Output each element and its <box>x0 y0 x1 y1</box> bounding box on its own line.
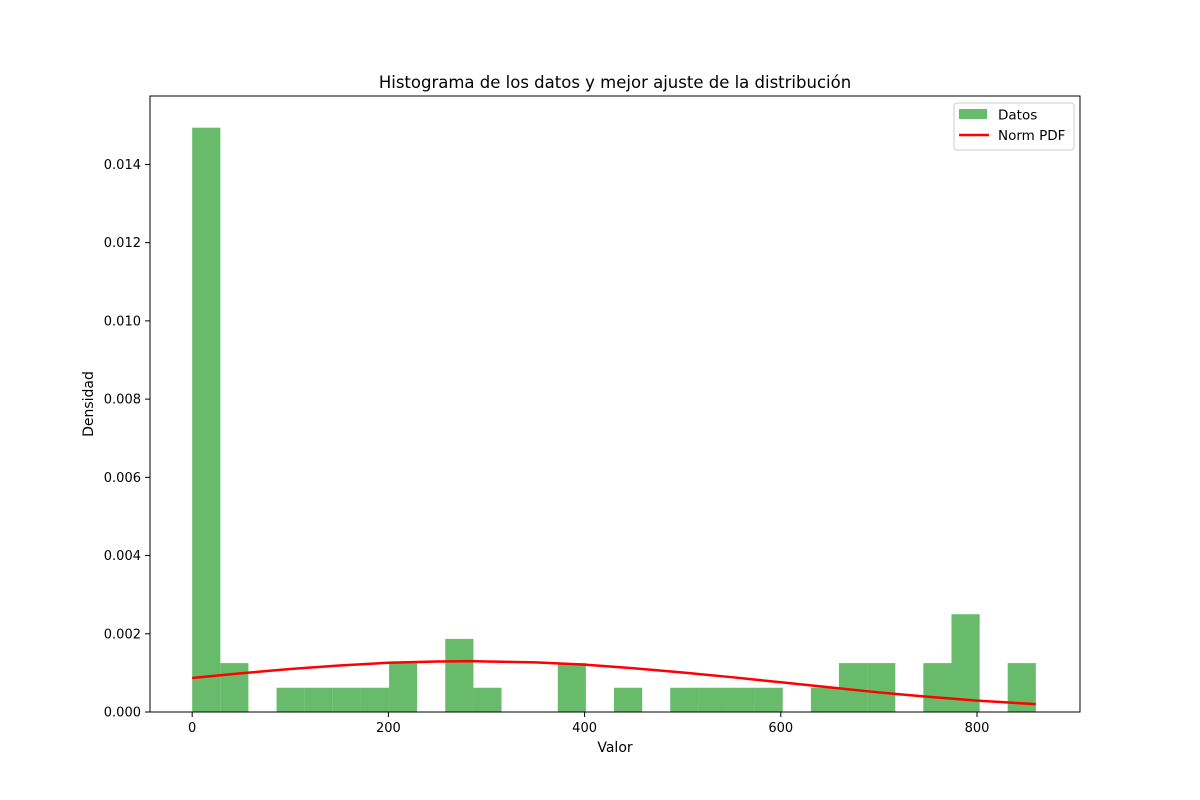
pdf-line-group <box>192 659 1036 706</box>
histogram-bar <box>923 663 952 712</box>
y-tick-label: 0.006 <box>104 471 141 486</box>
histogram-bars <box>192 127 1036 713</box>
histogram-bar <box>473 687 502 712</box>
histogram-bar <box>276 687 305 712</box>
histogram-bar <box>192 127 221 713</box>
x-tick-label: 600 <box>768 721 793 736</box>
x-axis-ticks: 0 200 400 600 800 <box>188 712 989 736</box>
histogram-bar <box>332 687 361 712</box>
histogram-bar <box>304 687 333 712</box>
histogram-bar <box>726 687 755 712</box>
x-tick-label: 200 <box>376 721 401 736</box>
histogram-bar <box>557 663 586 712</box>
histogram-bar <box>360 687 390 712</box>
chart-title: Histograma de los datos y mejor ajuste d… <box>379 73 851 92</box>
y-axis-ticks: 0.000 0.002 0.004 0.006 0.008 0.010 0.012 0.014 <box>104 158 150 721</box>
legend: Datos Norm PDF <box>953 102 1075 151</box>
histogram-bar <box>754 687 783 712</box>
x-tick-label: 0 <box>188 721 196 736</box>
legend-label-datos: Datos <box>998 108 1037 124</box>
histogram-bar <box>220 663 249 712</box>
histogram-bar <box>867 663 896 712</box>
y-tick-label: 0.010 <box>104 314 141 329</box>
histogram-bar <box>614 687 643 712</box>
legend-swatch-datos <box>959 109 987 119</box>
legend-label-norm-pdf: Norm PDF <box>998 128 1065 144</box>
histogram-bar <box>698 687 727 712</box>
y-tick-label: 0.000 <box>104 706 141 721</box>
histogram-bar <box>951 614 980 712</box>
histogram-bar <box>389 663 418 712</box>
histogram-bar <box>670 687 699 712</box>
histogram-bar <box>445 638 474 712</box>
y-axis-label: Densidad <box>81 371 97 437</box>
y-tick-label: 0.012 <box>104 236 141 251</box>
norm-pdf-line <box>192 659 1036 706</box>
y-tick-label: 0.002 <box>104 627 141 642</box>
x-tick-label: 400 <box>572 721 597 736</box>
y-tick-label: 0.004 <box>104 549 141 564</box>
y-tick-label: 0.008 <box>104 393 141 408</box>
y-tick-label: 0.014 <box>104 158 141 173</box>
x-axis-label: Valor <box>597 740 633 756</box>
histogram-bar <box>810 687 839 712</box>
x-tick-label: 800 <box>965 721 990 736</box>
plot-frame <box>149 95 1081 713</box>
